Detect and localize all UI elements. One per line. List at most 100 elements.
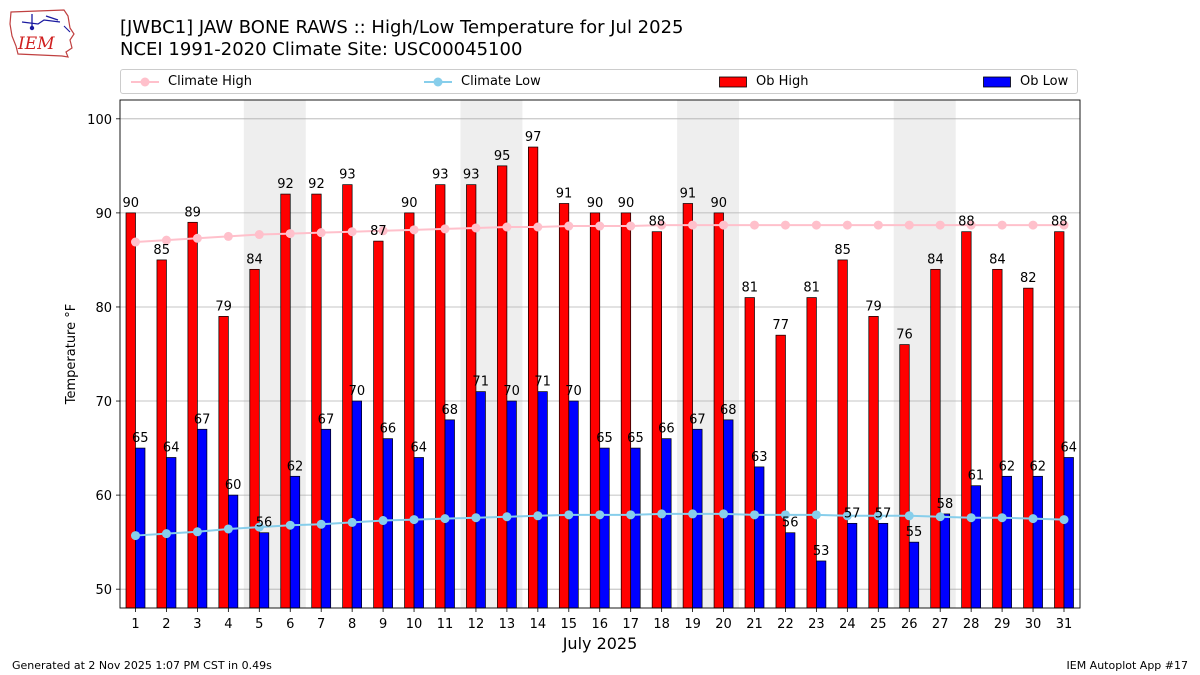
ob-low-label: 67 (194, 412, 211, 427)
legend-line-marker-icon (131, 77, 159, 86)
ob-high-bar (682, 203, 693, 609)
climate-low-point (378, 516, 388, 526)
y-tick-label: 90 (95, 207, 112, 222)
ob-low-bar (1032, 475, 1043, 609)
climate-low-point (780, 510, 790, 520)
climate-high-point (131, 237, 140, 247)
ob-low-label: 71 (534, 375, 551, 390)
climate-high-point (254, 230, 264, 240)
climate-high-point (161, 235, 171, 245)
ob-high-label: 90 (618, 196, 635, 211)
ob-low-label: 55 (906, 525, 923, 540)
ob-low-label: 57 (875, 506, 892, 521)
ob-low-bar (1063, 457, 1074, 609)
ob-high-label: 88 (649, 215, 666, 230)
x-tick-label: 19 (684, 617, 701, 632)
ob-high-label: 82 (1020, 271, 1037, 286)
x-tick-label: 10 (406, 617, 423, 632)
climate-low-point (1028, 514, 1038, 524)
climate-low-point (254, 522, 264, 532)
climate-low-point (502, 512, 512, 522)
climate-high-point (440, 224, 450, 234)
x-tick-label: 28 (963, 617, 980, 632)
ob-low-label: 65 (627, 431, 644, 446)
y-axis-label: Temperature °F (64, 304, 79, 405)
ob-high-label: 84 (989, 252, 1006, 267)
ob-low-label: 65 (132, 431, 149, 446)
ob-high-bar (1054, 231, 1065, 609)
x-tick-label: 22 (777, 617, 794, 632)
climate-high-point (502, 222, 512, 232)
legend-label: Ob High (756, 74, 809, 89)
x-tick-label: 27 (932, 617, 949, 632)
climate-low-point (935, 512, 945, 522)
ob-low-label: 71 (472, 375, 489, 390)
climate-high-point (966, 220, 976, 230)
ob-high-label: 88 (958, 215, 975, 230)
ob-low-label: 53 (813, 544, 830, 559)
ob-low-bar (1001, 475, 1012, 609)
ob-high-label: 93 (432, 168, 449, 183)
climate-high-point (223, 231, 233, 241)
ob-low-label: 70 (503, 384, 520, 399)
climate-low-point (688, 509, 698, 519)
ob-high-bar (651, 231, 663, 609)
legend-label: Climate High (168, 74, 253, 89)
climate-low-point (409, 515, 419, 525)
ob-high-bar (868, 316, 879, 609)
ob-high-label: 79 (215, 299, 232, 314)
x-tick-label: 18 (653, 617, 670, 632)
x-tick-label: 24 (839, 617, 856, 632)
chart-legend: Climate High Climate Low Ob High Ob Low (120, 69, 1078, 94)
climate-low-point (657, 509, 667, 519)
ob-low-label: 61 (968, 469, 985, 484)
ob-high-label: 76 (896, 328, 913, 343)
ob-high-label: 81 (803, 281, 820, 296)
ob-high-bar (620, 212, 632, 609)
ob-low-bar (661, 438, 672, 609)
ob-low-bar (351, 400, 362, 609)
x-tick-label: 5 (255, 617, 263, 632)
ob-high-bar (404, 212, 415, 609)
legend-line-marker-icon (424, 77, 452, 86)
ob-high-label: 97 (525, 130, 542, 145)
climate-high-point (1028, 220, 1038, 230)
x-tick-label: 14 (530, 617, 547, 632)
legend-item-climate-low: Climate Low (424, 70, 541, 93)
climate-high-point (904, 220, 914, 230)
x-tick-label: 12 (468, 617, 485, 632)
x-tick-label: 17 (622, 617, 639, 632)
chart-subtitle: NCEI 1991-2020 Climate Site: USC00045100 (120, 39, 523, 60)
ob-low-bar (228, 494, 239, 609)
y-tick-label: 50 (95, 583, 112, 598)
ob-high-label: 90 (587, 196, 604, 211)
ob-low-label: 64 (163, 440, 180, 455)
ob-low-label: 67 (689, 412, 706, 427)
legend-item-climate-high: Climate High (131, 70, 252, 93)
legend-swatch-icon (719, 76, 747, 87)
ob-low-label: 56 (782, 516, 799, 531)
ob-high-label: 93 (463, 168, 480, 183)
climate-low-point (471, 513, 481, 523)
x-tick-label: 9 (379, 617, 387, 632)
climate-high-point (780, 220, 790, 230)
legend-item-ob-low: Ob Low (983, 70, 1068, 93)
ob-low-label: 66 (658, 422, 675, 437)
ob-low-bar (289, 475, 301, 609)
x-tick-label: 11 (437, 617, 454, 632)
ob-high-label: 79 (865, 299, 882, 314)
climate-low-point (904, 511, 914, 521)
ob-low-label: 63 (751, 450, 768, 465)
x-tick-label: 20 (715, 617, 732, 632)
chart-title: [JWBC1] JAW BONE RAWS :: High/Low Temper… (120, 17, 684, 38)
x-axis-label: July 2025 (562, 634, 638, 653)
ob-high-label: 95 (494, 149, 511, 164)
ob-low-label: 60 (225, 478, 242, 493)
ob-high-bar (311, 193, 322, 609)
climate-high-point (657, 220, 667, 230)
climate-low-point (997, 513, 1007, 523)
ob-high-bar (775, 334, 786, 609)
ob-high-bar (466, 184, 477, 609)
climate-low-point (564, 510, 574, 520)
generated-timestamp: Generated at 2 Nov 2025 1:07 PM CST in 0… (12, 659, 272, 672)
